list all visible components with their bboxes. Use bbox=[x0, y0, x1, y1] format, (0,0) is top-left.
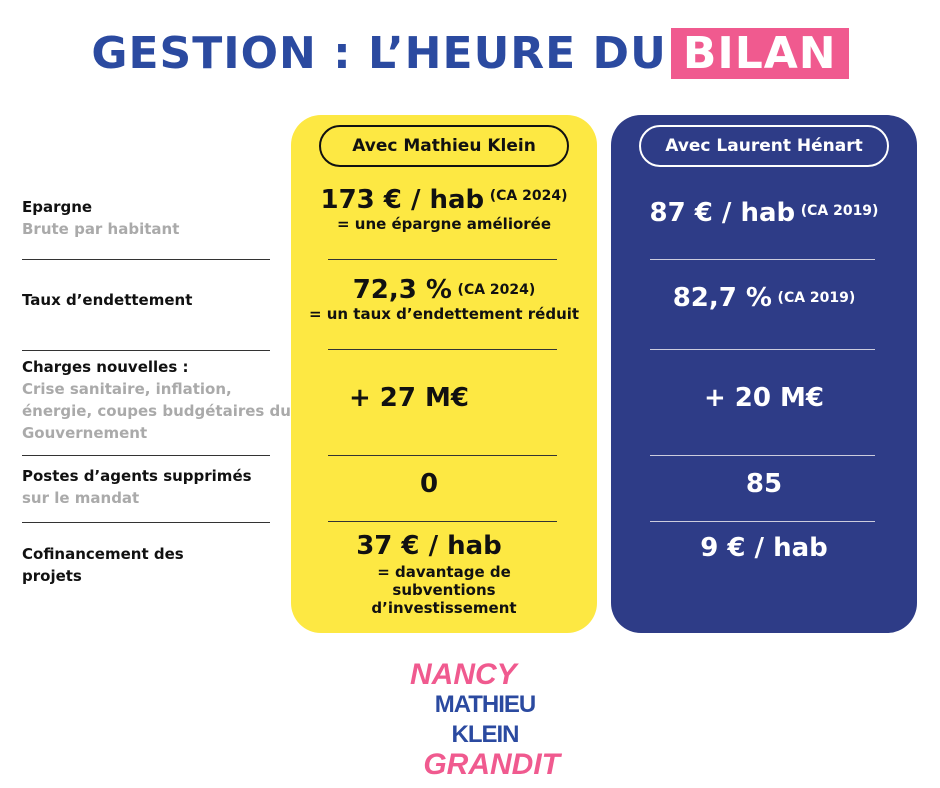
divider bbox=[328, 521, 557, 522]
klein-charges: + 27 M€ bbox=[348, 383, 470, 413]
divider bbox=[650, 259, 875, 260]
henart-charges: + 20 M€ bbox=[703, 383, 825, 413]
divider bbox=[328, 455, 557, 456]
divider bbox=[22, 522, 270, 523]
row-label-epargne: Epargne Brute par habitant bbox=[22, 198, 180, 238]
title-text: GESTION : L’HEURE DU bbox=[91, 28, 667, 79]
divider bbox=[22, 350, 270, 351]
divider bbox=[22, 259, 270, 260]
row-label-postes: Postes d’agents supprimés sur le mandat bbox=[22, 467, 252, 507]
henart-header: Avec Laurent Hénart bbox=[639, 125, 889, 167]
divider bbox=[650, 455, 875, 456]
klein-column: Avec Mathieu Klein 173 € / hab (CA 2024)… bbox=[291, 115, 597, 633]
henart-epargne: 87 € / hab (CA 2019) bbox=[649, 198, 879, 228]
divider bbox=[328, 259, 557, 260]
henart-column: Avec Laurent Hénart 87 € / hab (CA 2019)… bbox=[611, 115, 917, 633]
row-label-cofinancement: Cofinancement des projets bbox=[22, 545, 184, 585]
logo: NANCY MATHIEU KLEIN GRANDIT bbox=[410, 658, 560, 781]
row-label-endettement: Taux d’endettement bbox=[22, 291, 193, 309]
page-title: GESTION : L’HEURE DU BILAN bbox=[0, 28, 940, 79]
divider bbox=[22, 455, 270, 456]
divider bbox=[328, 349, 557, 350]
klein-header: Avec Mathieu Klein bbox=[319, 125, 569, 167]
klein-endettement: 72,3 % (CA 2024) = un taux d’endettement … bbox=[308, 275, 580, 323]
klein-epargne: 173 € / hab (CA 2024) = une épargne améli… bbox=[320, 185, 568, 233]
title-highlight: BILAN bbox=[670, 28, 849, 79]
klein-postes: 0 bbox=[419, 469, 439, 499]
henart-postes: 85 bbox=[745, 469, 783, 499]
klein-cofinancement: 37 € / hab = davantage de subventions d’i… bbox=[356, 531, 517, 617]
divider bbox=[650, 349, 875, 350]
row-label-charges: Charges nouvelles : Crise sanitaire, infl… bbox=[22, 358, 291, 442]
henart-cofinancement: 9 € / hab bbox=[700, 533, 828, 563]
henart-endettement: 82,7 % (CA 2019) bbox=[672, 283, 856, 313]
divider bbox=[650, 521, 875, 522]
